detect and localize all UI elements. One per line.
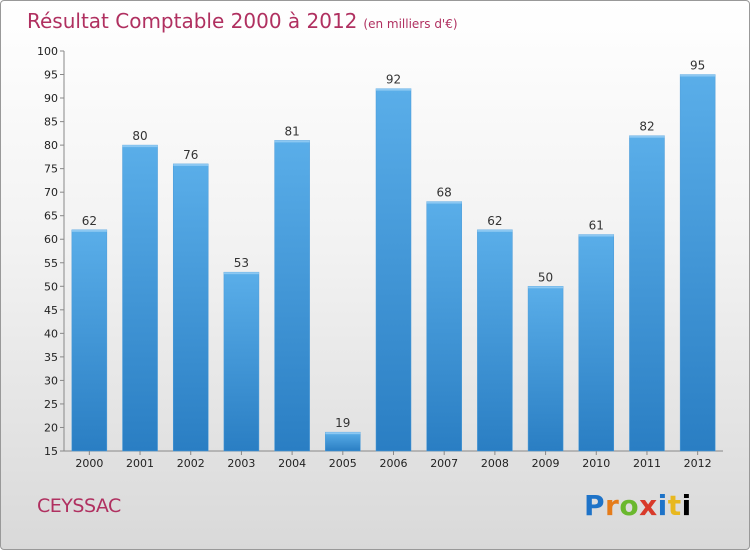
logo-letter: i bbox=[657, 489, 668, 522]
y-tick-label: 35 bbox=[44, 351, 58, 364]
y-tick-label: 75 bbox=[44, 163, 58, 176]
bar bbox=[578, 234, 615, 452]
y-tick-label: 30 bbox=[44, 374, 58, 387]
bar-value-label: 53 bbox=[234, 256, 249, 270]
y-tick-label: 60 bbox=[44, 233, 58, 246]
logo-letter: x bbox=[639, 489, 658, 522]
bar bbox=[122, 144, 158, 452]
bar bbox=[477, 229, 513, 452]
x-tick-label: 2002 bbox=[177, 457, 205, 470]
x-tick-label: 2001 bbox=[126, 457, 154, 470]
bar-highlight bbox=[477, 229, 513, 232]
y-tick-label: 50 bbox=[44, 280, 58, 293]
x-tick-label: 2006 bbox=[380, 457, 408, 470]
commune-name: CEYSSAC bbox=[37, 495, 121, 517]
bar-value-label: 80 bbox=[132, 129, 147, 143]
x-tick-label: 2007 bbox=[430, 457, 458, 470]
y-tick-label: 25 bbox=[44, 398, 58, 411]
bar-value-label: 61 bbox=[589, 219, 604, 233]
x-tick-label: 2010 bbox=[582, 457, 610, 470]
bar bbox=[679, 74, 716, 452]
bar-highlight bbox=[528, 286, 564, 289]
bar-value-label: 62 bbox=[487, 214, 502, 228]
bar-value-label: 81 bbox=[284, 124, 299, 138]
bar-value-label: 92 bbox=[386, 73, 401, 87]
y-tick-label: 45 bbox=[44, 304, 58, 317]
logo-letter: r bbox=[605, 489, 620, 522]
bar bbox=[375, 88, 412, 452]
bar-value-label: 76 bbox=[183, 148, 198, 162]
bar-highlight bbox=[71, 229, 107, 232]
y-tick-label: 95 bbox=[44, 69, 58, 82]
bar-value-label: 62 bbox=[82, 214, 97, 228]
bar-highlight bbox=[578, 234, 614, 237]
bar bbox=[426, 201, 462, 452]
y-tick-label: 85 bbox=[44, 116, 58, 129]
y-tick-label: 90 bbox=[44, 92, 58, 105]
logo-letter: i bbox=[681, 489, 692, 522]
x-tick-label: 2004 bbox=[278, 457, 306, 470]
bar bbox=[325, 431, 361, 452]
proxiti-logo: Proxiti bbox=[584, 489, 692, 522]
chart-title: Résultat Comptable 2000 à 2012 (en millie… bbox=[27, 9, 458, 33]
bar-highlight bbox=[680, 74, 716, 77]
x-tick-label: 2005 bbox=[329, 457, 357, 470]
y-tick-label: 55 bbox=[44, 257, 58, 270]
chart-title-text: Résultat Comptable 2000 à 2012 bbox=[27, 9, 358, 33]
bar-highlight bbox=[325, 432, 361, 435]
bar bbox=[629, 135, 665, 452]
bar bbox=[71, 229, 108, 452]
bar-highlight bbox=[173, 163, 209, 166]
bar bbox=[223, 271, 260, 452]
logo-letter: P bbox=[584, 489, 606, 522]
logo-letter: o bbox=[619, 489, 640, 522]
bar-highlight bbox=[223, 272, 259, 275]
bar-highlight bbox=[122, 145, 158, 148]
y-tick-label: 70 bbox=[44, 186, 58, 199]
x-tick-label: 2009 bbox=[532, 457, 560, 470]
bar-value-label: 50 bbox=[538, 270, 553, 284]
bar bbox=[172, 163, 209, 452]
y-tick-label: 100 bbox=[37, 45, 58, 58]
bar-value-label: 68 bbox=[437, 186, 452, 200]
bar bbox=[527, 286, 564, 452]
y-tick-label: 15 bbox=[44, 445, 58, 458]
bar-value-label: 82 bbox=[639, 120, 654, 134]
x-tick-label: 2011 bbox=[633, 457, 661, 470]
logo-letter: t bbox=[667, 489, 682, 522]
x-tick-label: 2000 bbox=[75, 457, 103, 470]
bar bbox=[274, 140, 310, 452]
chart-subtitle: (en milliers d'€) bbox=[363, 17, 458, 31]
bar-highlight bbox=[426, 201, 462, 204]
bar-value-label: 95 bbox=[690, 59, 705, 73]
bar-value-label: 19 bbox=[335, 416, 350, 430]
bar-highlight bbox=[376, 88, 411, 91]
bar-highlight bbox=[629, 135, 665, 138]
x-tick-label: 2012 bbox=[684, 457, 712, 470]
y-tick-label: 80 bbox=[44, 139, 58, 152]
x-tick-label: 2008 bbox=[481, 457, 509, 470]
y-tick-label: 20 bbox=[44, 421, 58, 434]
x-tick-label: 2003 bbox=[227, 457, 255, 470]
bar-highlight bbox=[274, 140, 310, 143]
y-tick-label: 65 bbox=[44, 210, 58, 223]
y-tick-label: 40 bbox=[44, 327, 58, 340]
